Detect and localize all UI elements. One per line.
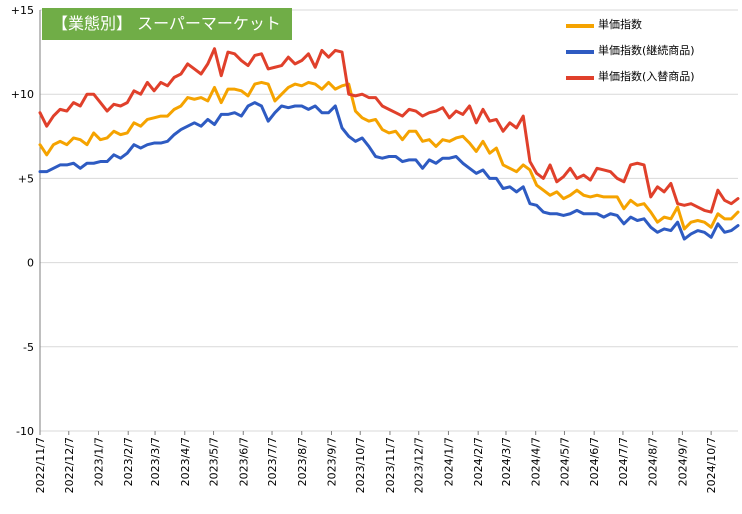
- series-line-1: [38, 101, 740, 241]
- x-tick-label: 2023/5/7: [208, 437, 221, 486]
- x-tick-label: 2024/5/7: [558, 437, 571, 486]
- x-tick-label: 2023/12/7: [413, 437, 426, 493]
- x-tick-label: 2023/4/7: [179, 437, 192, 486]
- x-tick-label: 2024/4/7: [530, 437, 543, 486]
- y-tick-label: +15: [11, 4, 34, 17]
- x-tick-label: 2022/11/7: [34, 437, 47, 493]
- x-tick-label: 2024/8/7: [647, 437, 660, 486]
- x-tick-label: 2024/6/7: [588, 437, 601, 486]
- x-tick-label: 2024/3/7: [500, 437, 513, 486]
- legend-label-unit-price-index: 単価指数: [598, 18, 642, 31]
- x-tick-label: 2023/7/7: [266, 437, 279, 486]
- x-tick-label: 2023/1/7: [92, 437, 105, 486]
- x-tick-label: 2022/12/7: [63, 437, 76, 493]
- x-tick-label: 2023/6/7: [237, 437, 250, 486]
- legend-label-continuing-products: 単価指数(継続商品): [598, 44, 695, 57]
- grid-layer: [40, 9, 738, 432]
- x-tick-label: 2023/8/7: [296, 437, 309, 486]
- x-tick-label: 2024/9/7: [676, 437, 689, 486]
- legend-swatch-unit-price-index: [566, 24, 594, 28]
- series-line-0: [38, 80, 740, 231]
- x-tick-label: 2024/7/7: [617, 437, 630, 486]
- x-tick-label: 2023/10/7: [354, 437, 367, 493]
- x-tick-label: 2024/10/7: [705, 437, 718, 493]
- x-tick-label: 2024/1/7: [442, 437, 455, 486]
- y-tick-label: +5: [18, 172, 34, 185]
- x-tick-label: 2024/2/7: [472, 437, 485, 486]
- y-tick-label: +10: [11, 88, 34, 101]
- y-tick-label: -10: [16, 425, 34, 438]
- y-tick-label: -5: [23, 341, 34, 354]
- series-layer: [38, 47, 740, 241]
- x-tick-label: 2023/3/7: [149, 437, 162, 486]
- x-tick-label: 2023/9/7: [325, 437, 338, 486]
- x-tick-label: 2023/2/7: [122, 437, 135, 486]
- y-tick-label: 0: [27, 257, 34, 270]
- chart-title: 【業態別】 スーパーマーケット: [42, 8, 292, 40]
- series-line-2: [38, 47, 740, 214]
- legend-swatch-continuing-products: [566, 50, 594, 54]
- legend-swatch-replacement-products: [566, 76, 594, 80]
- legend-label-replacement-products: 単価指数(入替商品): [598, 70, 695, 83]
- x-tick-label: 2023/11/7: [384, 437, 397, 493]
